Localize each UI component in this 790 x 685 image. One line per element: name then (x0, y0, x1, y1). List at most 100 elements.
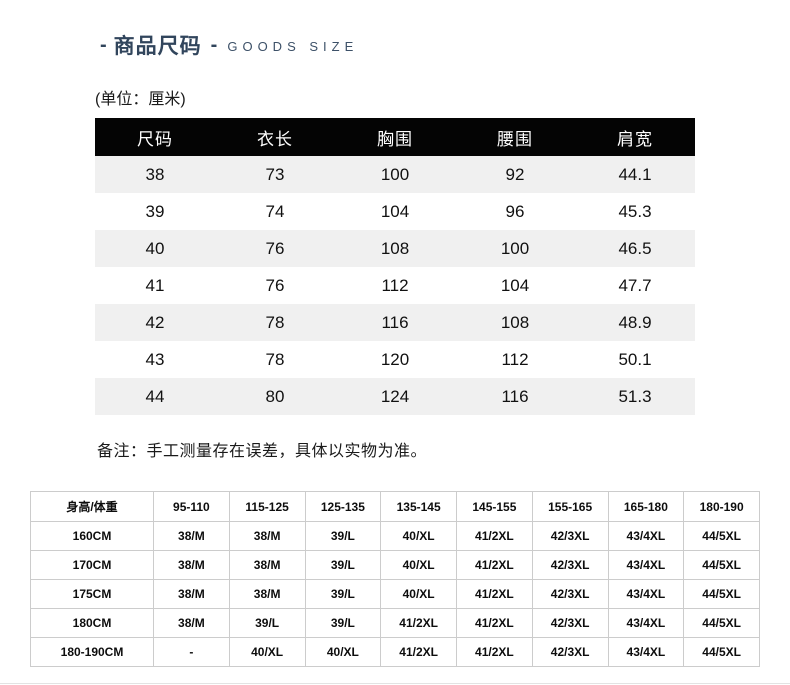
column-header: 肩宽 (575, 118, 695, 156)
table-cell: 40 (145, 238, 165, 258)
table-cell: 39/L (304, 608, 382, 638)
table-cell: 43/4XL (607, 579, 685, 609)
table-row: 170CM 38/M 38/M 39/L 40/XL 41/2XL 42/3XL 43/4XL… (30, 550, 760, 580)
column-header: 衣长 (215, 118, 335, 156)
table-cell: 43 (145, 349, 165, 369)
table-cell: 120 (380, 349, 410, 369)
table-row: 39 74 104 96 45.3 (95, 193, 695, 230)
table-cell: 108 (500, 312, 530, 332)
table-cell: 44/5XL (683, 637, 760, 667)
table-cell: 42/3XL (531, 550, 609, 580)
table-cell: 38/M (153, 550, 230, 580)
table-cell: 43/4XL (607, 637, 685, 667)
measure-note: 备注：手工测量存在误差，具体以实物为准。 (97, 443, 428, 460)
table-cell: 43/4XL (607, 550, 685, 580)
column-header: 165-180 (607, 491, 685, 522)
table-row: 175CM 38/M 38/M 39/L 40/XL 41/2XL 42/3XL 43/4XL… (30, 579, 760, 609)
table-cell: 76 (265, 275, 285, 295)
title-dash-right: - (210, 34, 218, 56)
table-cell: 78 (265, 349, 285, 369)
fit-table: 身高/体重 95-110 115-125 125-135 135-145 145-155 1… (30, 491, 760, 667)
table-row: 160CM 38/M 38/M 39/L 40/XL 41/2XL 42/3XL 43/4XL… (30, 521, 760, 551)
section-title-cn: 商品尺码 (113, 35, 202, 58)
table-cell: 41/2XL (456, 521, 533, 551)
column-header: 身高/体重 (30, 491, 154, 522)
table-cell: 76 (265, 238, 285, 258)
table-row: 44 80 124 116 51.3 (95, 378, 695, 415)
bottom-divider (0, 683, 790, 684)
table-cell: 180-190CM (30, 637, 154, 667)
table-header-row: 尺码 衣长 胸围 腰围 肩宽 (95, 118, 695, 156)
table-cell: 104 (380, 201, 410, 221)
table-row: 180CM 38/M 39/L 39/L 41/2XL 41/2XL 42/3XL 43/4X… (30, 608, 760, 638)
table-cell: 43/4XL (607, 521, 685, 551)
unit-label: (单位：厘米) (95, 91, 186, 108)
column-header: 腰围 (455, 118, 575, 156)
table-cell: 92 (505, 164, 525, 184)
column-header: 135-145 (380, 491, 457, 522)
table-cell: 38/M (153, 521, 230, 551)
table-cell: 40/XL (380, 521, 457, 551)
table-cell: 38/M (228, 579, 306, 609)
column-header: 胸围 (335, 118, 455, 156)
table-cell: 41/2XL (456, 637, 533, 667)
table-cell: 41/2XL (380, 608, 457, 638)
table-cell: 42/3XL (531, 521, 609, 551)
table-cell: 116 (501, 386, 529, 406)
table-cell: 44/5XL (683, 579, 760, 609)
table-cell: 44 (145, 386, 165, 406)
table-cell: 38/M (153, 608, 230, 638)
table-cell: 40/XL (380, 550, 457, 580)
section-title-en: GOODS SIZE (227, 39, 359, 54)
table-header-row: 身高/体重 95-110 115-125 125-135 135-145 145-155 1… (30, 491, 760, 522)
table-cell: 45.3 (618, 201, 652, 221)
table-cell: 100 (380, 164, 410, 184)
table-cell: 42/3XL (531, 637, 609, 667)
table-cell: 73 (265, 164, 285, 184)
column-header: 180-190 (683, 491, 760, 522)
table-cell: 38 (145, 164, 165, 184)
table-cell: - (153, 637, 230, 667)
column-header: 145-155 (456, 491, 533, 522)
table-row: 42 78 116 108 48.9 (95, 304, 695, 341)
table-cell: 41/2XL (456, 608, 533, 638)
table-cell: 44/5XL (683, 550, 760, 580)
table-cell: 74 (265, 201, 285, 221)
table-cell: 40/XL (228, 637, 306, 667)
table-cell: 42 (145, 312, 165, 332)
table-cell: 41/2XL (456, 550, 533, 580)
table-cell: 40/XL (380, 579, 457, 609)
table-cell: 41/2XL (456, 579, 533, 609)
table-cell: 41 (145, 275, 165, 295)
table-cell: 170CM (30, 550, 154, 580)
column-header: 155-165 (531, 491, 609, 522)
table-cell: 112 (501, 349, 529, 369)
table-row: 180-190CM -40/XL 40/XL 41/2XL 41/2XL 42/3XL 43… (30, 637, 760, 667)
table-cell: 78 (265, 312, 285, 332)
table-cell: 160CM (30, 521, 154, 551)
table-cell: 48.9 (618, 312, 652, 332)
table-cell: 96 (505, 201, 525, 221)
column-header: 95-110 (153, 491, 230, 522)
table-cell: 39 (145, 201, 165, 221)
table-cell: 41/2XL (380, 637, 457, 667)
table-cell: 104 (500, 275, 530, 295)
table-cell: 38/M (228, 521, 306, 551)
table-cell: 124 (380, 386, 410, 406)
table-cell: 46.5 (618, 238, 652, 258)
table-cell: 39/L (304, 521, 382, 551)
table-row: 40 76 108 100 46.5 (95, 230, 695, 267)
table-cell: 42/3XL (531, 608, 609, 638)
table-cell: 39/L (304, 579, 382, 609)
table-cell: 40/XL (304, 637, 382, 667)
table-cell: 38/M (228, 550, 306, 580)
section-header: - 商品尺码 - GOODS SIZE (100, 30, 790, 60)
table-cell: 42/3XL (531, 579, 609, 609)
size-table: 尺码 衣长 胸围 腰围 肩宽 38 73 100 92 44.1 39 74 104 96 45.3 40 76… (95, 118, 695, 415)
table-cell: 180CM (30, 608, 154, 638)
table-cell: 39/L (304, 550, 382, 580)
table-cell: 44.1 (618, 164, 652, 184)
table-cell: 39/L (228, 608, 306, 638)
table-cell: 51.3 (618, 386, 652, 406)
